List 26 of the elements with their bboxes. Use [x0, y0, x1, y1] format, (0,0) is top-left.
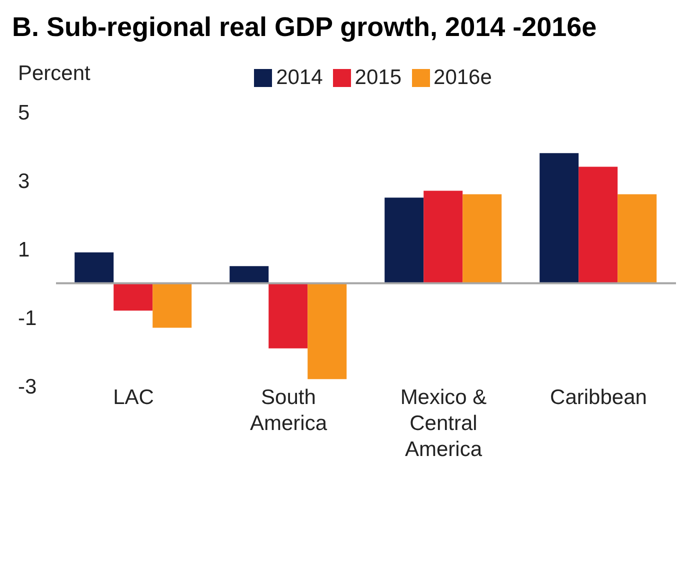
legend-label: 2015 — [354, 66, 402, 89]
bar — [618, 194, 657, 284]
x-tick-label: Caribbean — [550, 386, 647, 409]
chart-title: B. Sub-regional real GDP growth, 2014 -2016e — [12, 11, 598, 44]
y-tick-label: 1 — [18, 238, 30, 262]
x-tick-label: South America — [250, 386, 328, 435]
y-tick-label: -3 — [18, 375, 37, 398]
bar — [578, 166, 618, 284]
bar — [540, 153, 579, 284]
y-axis-title: Percent — [18, 62, 90, 86]
y-tick-label: 3 — [18, 170, 30, 193]
bar — [74, 252, 114, 284]
bar — [114, 283, 153, 311]
x-tick-label: Mexico & Central America — [400, 386, 487, 461]
x-tick-label: LAC — [113, 386, 154, 409]
y-tick-label: -1 — [18, 306, 37, 330]
bar — [462, 194, 502, 284]
y-tick-label: 5 — [18, 101, 30, 124]
bar — [152, 283, 192, 328]
legend-label: 2016e — [434, 66, 492, 89]
bar — [268, 283, 308, 348]
bar — [308, 283, 347, 380]
bar — [384, 198, 424, 284]
bar — [424, 190, 463, 284]
bar — [230, 266, 269, 284]
legend-label: 2014 — [276, 66, 323, 89]
